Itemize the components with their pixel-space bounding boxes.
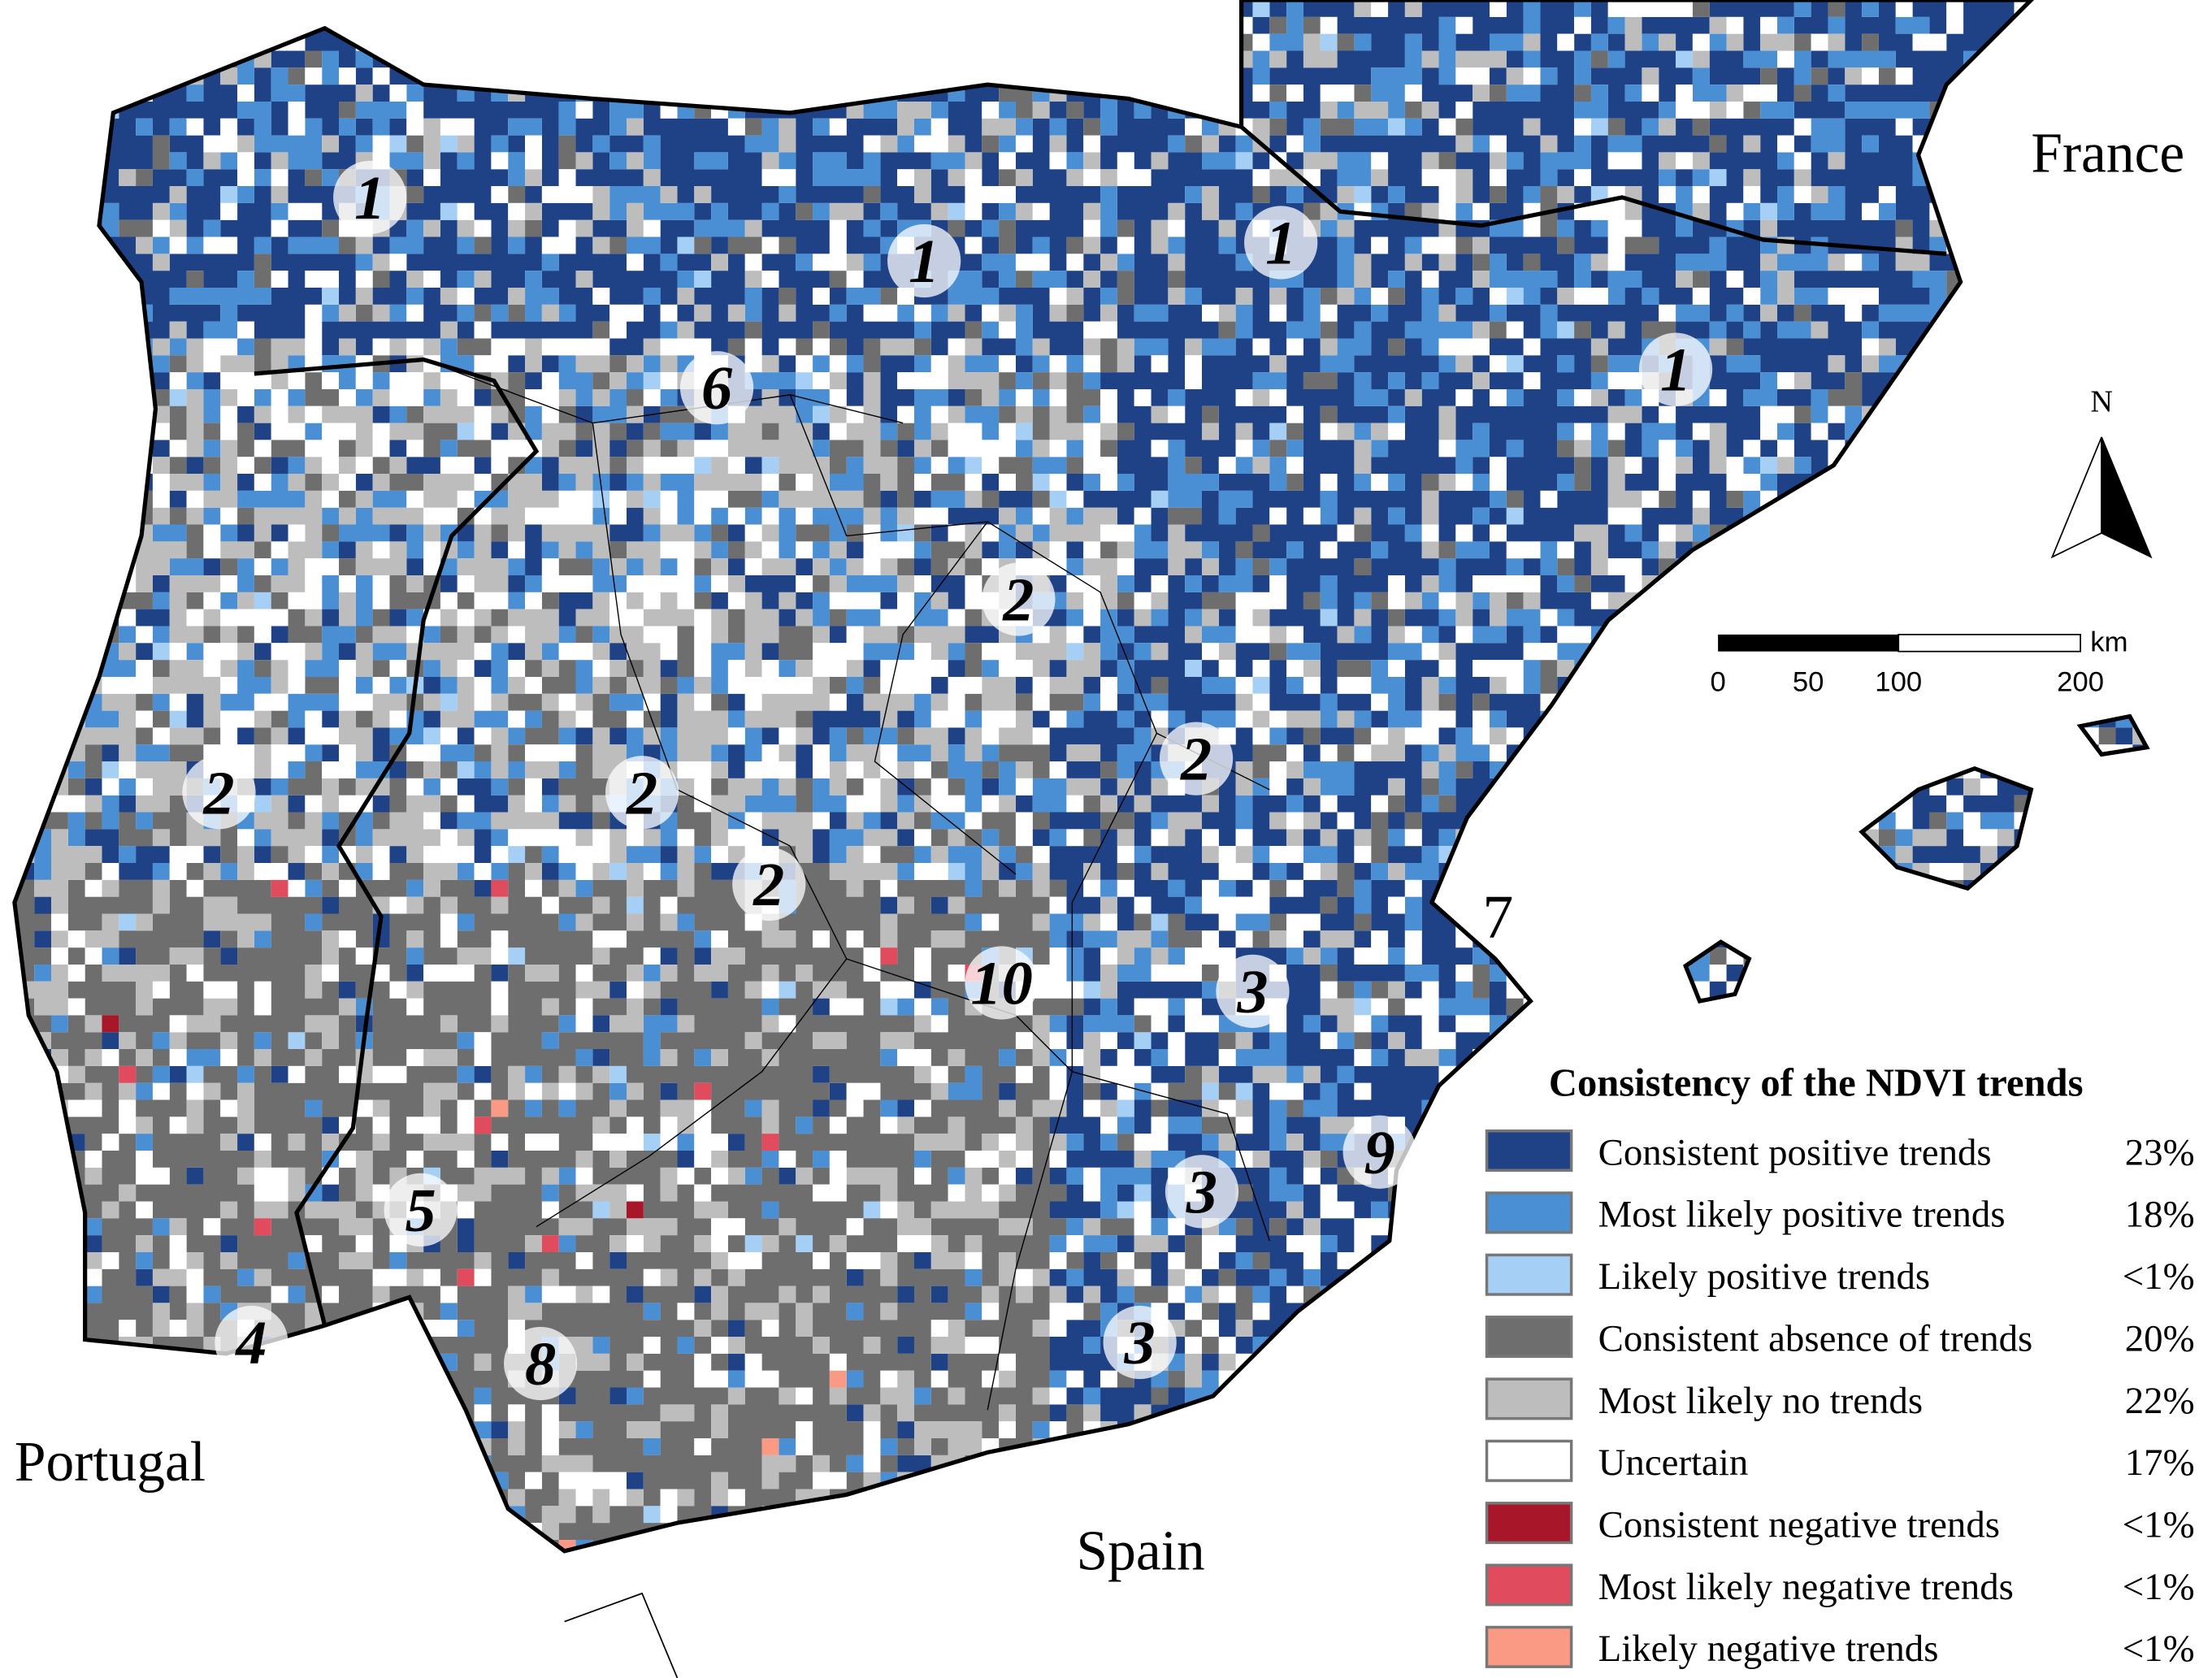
arrow-right: [2101, 436, 2153, 559]
marker-label: 2: [202, 758, 234, 827]
marker-circle: [1165, 1155, 1239, 1229]
marker-circle: [1244, 206, 1318, 280]
scale-tick: 200: [2057, 666, 2104, 697]
north-arrow: N: [2050, 385, 2153, 559]
legend: Consistency of the NDVI trends Consisten…: [1485, 1060, 2195, 1670]
marker-circle: [1159, 722, 1234, 796]
marker-circle: [982, 562, 1056, 636]
legend-label: Uncertain: [1598, 1442, 1749, 1484]
france-border: [1239, 125, 1947, 256]
marker-label: 3: [1236, 957, 1268, 1026]
africa-coast: [564, 1592, 679, 1678]
legend-swatch: [1485, 1129, 1573, 1173]
legend-swatch: [1485, 1316, 1573, 1359]
marker-label: 1: [909, 227, 939, 296]
scale-unit: km: [2090, 627, 2127, 658]
marker-label: 2: [1180, 725, 1212, 794]
marker-circle: [965, 946, 1039, 1020]
legend-share: <1%: [2123, 1628, 2195, 1670]
marker-label: 2: [1002, 566, 1034, 635]
legend-share: 22%: [2125, 1380, 2195, 1422]
marker-circle: [679, 351, 754, 425]
marker-circle: [1216, 954, 1290, 1029]
country-label: Spain: [1077, 1520, 1205, 1582]
island: [2076, 713, 2150, 757]
marker-circle: [182, 756, 256, 830]
grid-cells: [119, 879, 982, 1551]
legend-swatch: [1485, 1191, 1573, 1234]
scale-tick: 100: [1875, 666, 1922, 697]
legend-swatch: [1485, 1563, 1573, 1606]
legend-label: Most likely negative trends: [1598, 1566, 2014, 1608]
marker-label: 1: [354, 163, 385, 232]
marker-circle: [1638, 332, 1713, 406]
legend-swatch: [1485, 1625, 1573, 1668]
marker-label: 9: [1364, 1118, 1395, 1187]
legend-label: Most likely positive trends: [1598, 1194, 2006, 1236]
grid-cells: [14, 0, 2147, 1551]
marker-circle: [1342, 1115, 1416, 1189]
marker-circle: [1103, 1305, 1177, 1380]
marker-circle: [384, 1173, 458, 1247]
marker-label: 7: [1482, 882, 1513, 952]
marker-circle: [605, 756, 679, 830]
marker-label: 4: [234, 1308, 267, 1377]
legend-swatch: [1485, 1439, 1573, 1482]
legend-label: Consistent absence of trends: [1598, 1317, 2033, 1359]
marker-label: 10: [970, 949, 1032, 1018]
marker-circle: [333, 160, 407, 235]
scale-bar: km 0 50 100 200: [1710, 627, 2127, 698]
legend-share: 17%: [2125, 1442, 2195, 1484]
legend-share: 18%: [2125, 1194, 2195, 1236]
marker-label: 2: [626, 758, 657, 827]
marker-label: 8: [525, 1329, 556, 1398]
country-label: Portugal: [15, 1431, 206, 1494]
legend-swatch: [1485, 1253, 1573, 1296]
legend-title: Consistency of the NDVI trends: [1549, 1060, 2084, 1104]
legend-label: Likely negative trends: [1598, 1628, 1939, 1670]
legend-share: <1%: [2123, 1255, 2195, 1298]
marker-label: 3: [1124, 1308, 1156, 1377]
marker-circle: [732, 847, 806, 921]
scale-bar-segment: [1718, 634, 1899, 652]
marker-label: 3: [1186, 1157, 1217, 1226]
marker-label: 5: [406, 1176, 436, 1245]
portugal-border: [254, 357, 540, 1326]
marker-label: 2: [753, 850, 784, 919]
scale-tick: 0: [1710, 666, 1725, 697]
legend-swatch: [1485, 1377, 1573, 1420]
legend-label: Likely positive trends: [1598, 1255, 1931, 1298]
legend-label: Most likely no trends: [1598, 1380, 1923, 1422]
island: [1683, 939, 1752, 1004]
marker-circle: [215, 1305, 288, 1380]
country-label: France: [2031, 123, 2184, 185]
legend-share: <1%: [2123, 1566, 2195, 1608]
marker-circle: [504, 1326, 578, 1401]
marker-label: 1: [1660, 336, 1691, 405]
island: [1859, 765, 2034, 891]
legend-share: <1%: [2123, 1503, 2195, 1546]
region-markers: 1 1 1 1 6 2 2 2 2 2 10 3 3 3 5 4 8 9 7: [182, 160, 1713, 1401]
marker-label: 6: [701, 353, 733, 423]
north-label: N: [2090, 385, 2113, 419]
marker-circle: [887, 223, 961, 298]
legend-swatch: [1485, 1502, 1573, 1545]
marker-label: 1: [1265, 209, 1296, 278]
scale-bar-segment: [1898, 634, 2081, 653]
legend-share: 20%: [2125, 1317, 2195, 1359]
legend-label: Consistent negative trends: [1598, 1503, 2000, 1546]
legend-share: 23%: [2125, 1131, 2195, 1173]
scale-tick: 50: [1793, 666, 1824, 697]
grid-cells: [14, 0, 2147, 1551]
legend-label: Consistent positive trends: [1598, 1131, 1992, 1173]
